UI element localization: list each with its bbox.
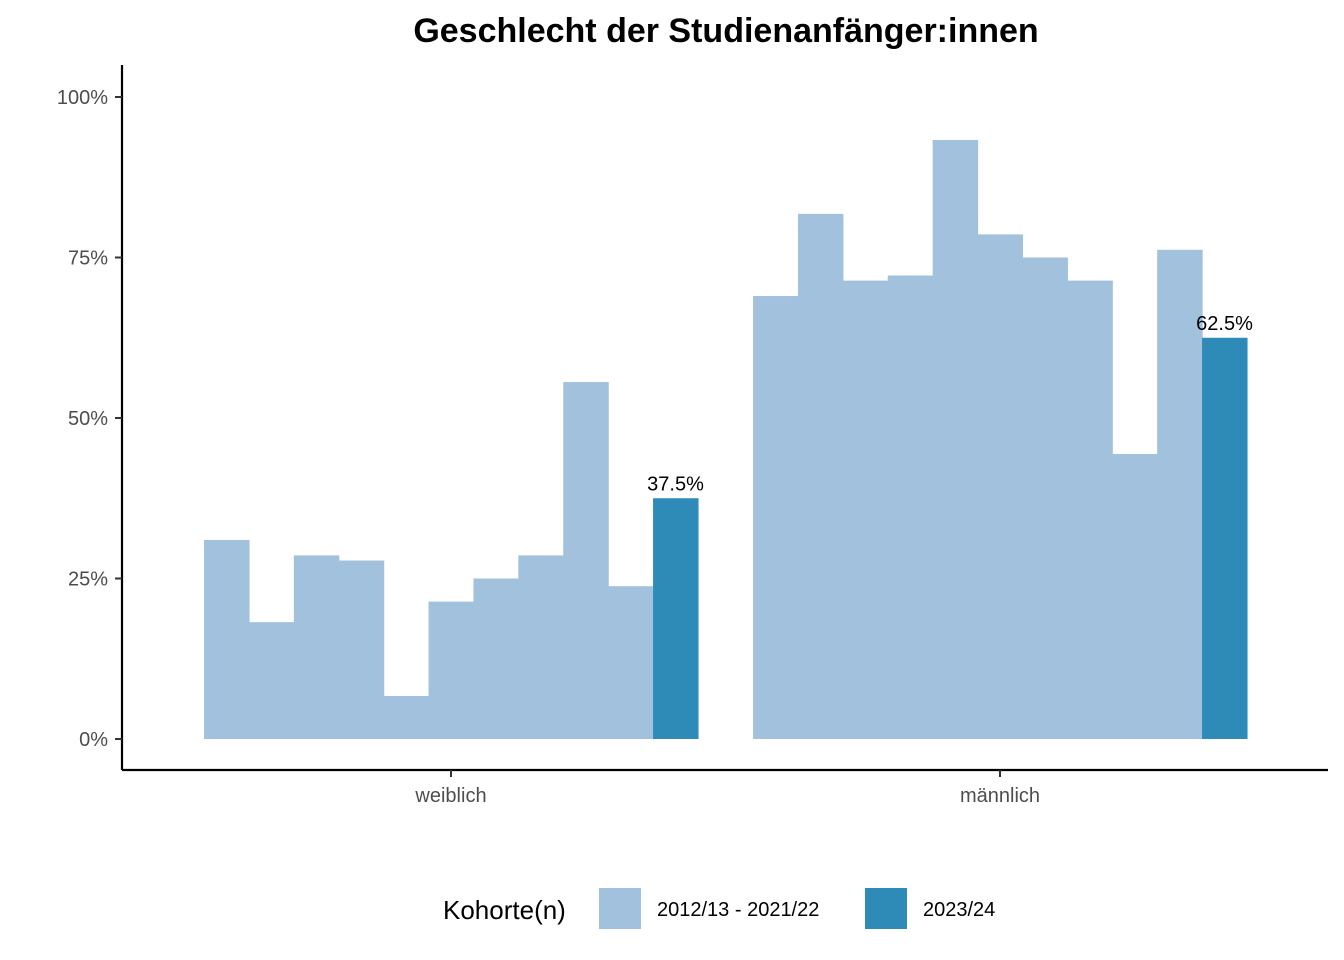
legend-label-current: 2023/24 [923,899,995,921]
y-tick-label: 0% [79,729,108,751]
bar-männlich-5 [977,234,1024,739]
legend-label-past: 2012/13 - 2021/22 [657,899,819,921]
bar-männlich-2 [842,280,889,739]
y-tick-label: 75% [68,248,108,270]
legend-swatch-past [599,888,641,929]
bar-weiblich-2 [293,555,340,739]
bar-weiblich-0 [204,539,250,739]
bar-weiblich-1 [248,622,295,739]
y-axis: 0% 25% 50% 75% 100% [57,65,124,770]
x-tick-label-weiblich: weiblich [414,785,486,807]
bar-männlich-9 [1157,249,1203,740]
bar-weiblich-9 [608,586,654,739]
bars-group [204,140,1248,740]
x-axis: weiblich männlich [122,768,1328,807]
bar-weiblich-7 [518,555,564,739]
y-tick-label: 50% [68,408,108,430]
bar-weiblich-3 [338,560,385,739]
legend-swatch-current [865,888,907,929]
bar-männlich-4 [932,140,979,739]
legend-title: Kohorte(n) [443,895,566,925]
bar-weiblich-4 [383,695,430,739]
x-tick-label-männlich: männlich [960,785,1040,807]
y-tick-label: 100% [57,87,108,109]
bar-weiblich-5 [428,601,475,739]
data-labels-group: 37.5% 62.5% [647,313,1253,496]
bar-männlich-6 [1022,257,1068,739]
bar-männlich-3 [887,275,934,739]
y-tick-label: 25% [68,569,108,591]
bar-männlich-0 [753,296,799,739]
bar-weiblich-6 [473,578,519,739]
bar-männlich-8 [1112,453,1158,739]
bar-weiblich-10 [653,498,699,739]
data-label-männlich: 62.5% [1196,313,1253,335]
chart-title: Geschlecht der Studienanfänger:innen [413,12,1038,50]
bar-weiblich-8 [563,382,609,739]
legend: Kohorte(n) 2012/13 - 2021/22 2023/24 [443,888,995,929]
data-label-weiblich: 37.5% [647,473,704,495]
bar-männlich-1 [797,213,844,740]
bar-männlich-10 [1202,337,1248,739]
bar-männlich-7 [1067,280,1113,739]
